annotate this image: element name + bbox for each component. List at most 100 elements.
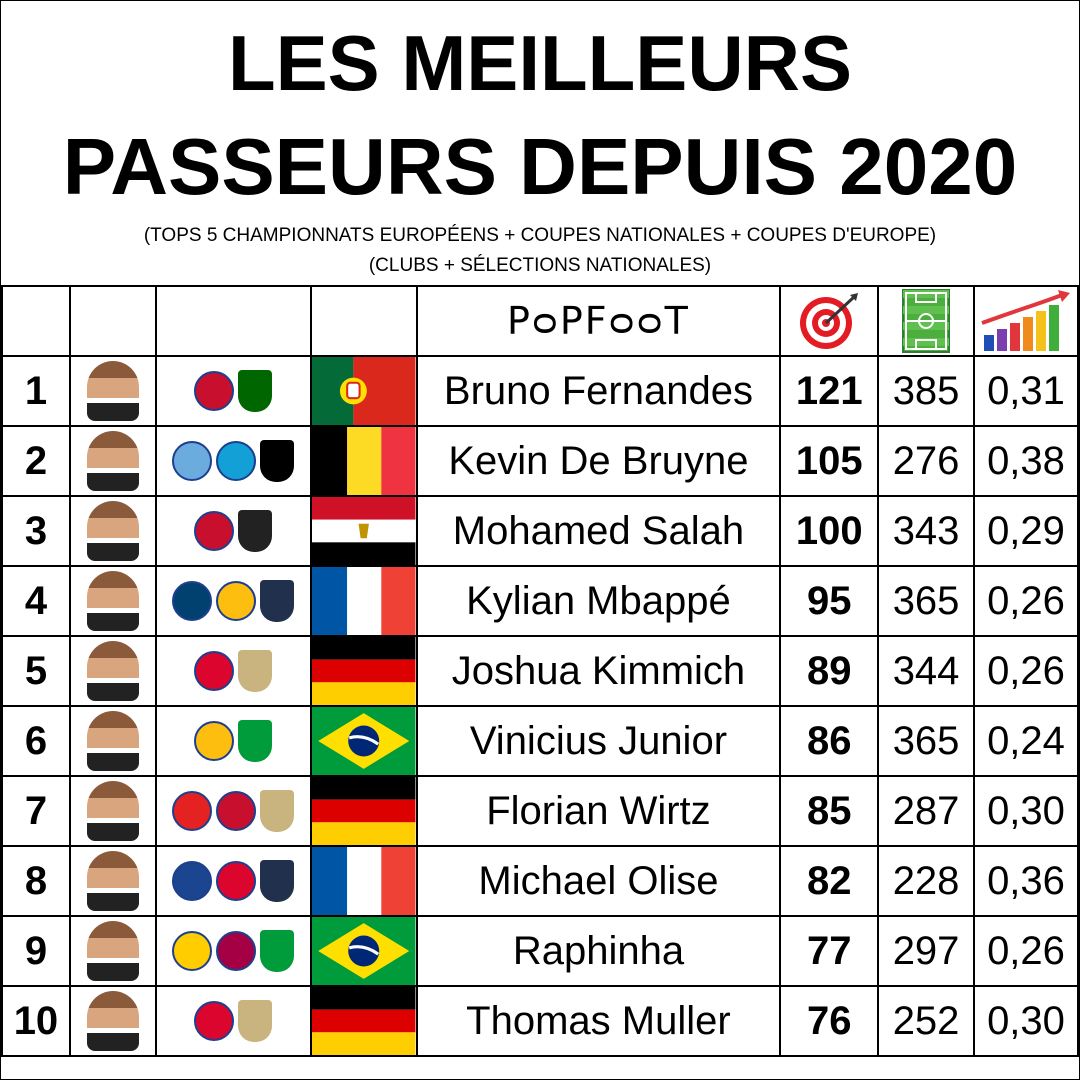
club-crest-icon [238, 650, 273, 692]
table-row: 1 Bruno Fernandes 121 385 0,31 [1, 355, 1080, 427]
player-name: Kevin De Bruyne [415, 425, 782, 497]
player-photo-cell [68, 495, 157, 567]
player-photo [86, 361, 139, 421]
player-photo-cell [68, 355, 157, 427]
country-flag-icon [313, 988, 415, 1054]
ratio-value: 0,29 [972, 495, 1080, 567]
club-crests-cell [154, 425, 313, 497]
club-crest-icon [216, 441, 257, 481]
assists-value: 89 [779, 635, 880, 707]
pitch-icon [902, 289, 951, 353]
matches-value: 344 [877, 635, 975, 707]
flag-cell [310, 845, 418, 917]
player-photo [86, 921, 139, 981]
club-crest-icon [260, 440, 295, 482]
player-photo [86, 501, 139, 561]
table-row: 9 Raphinha 77 297 0,26 [1, 915, 1080, 987]
title-block: LES MEILLEURS PASSEURS DEPUIS 2020 (TOPS… [1, 1, 1079, 285]
assists-value: 85 [779, 775, 880, 847]
target-icon [800, 293, 859, 349]
player-photo [86, 781, 139, 841]
rank-cell: 8 [1, 845, 71, 917]
club-crests-cell [154, 635, 313, 707]
matches-value: 365 [877, 565, 975, 637]
country-flag-icon [313, 848, 415, 914]
rank-cell: 4 [1, 565, 71, 637]
club-crest-icon [172, 931, 213, 971]
ratio-value: 0,31 [972, 355, 1080, 427]
header-rank-cell [1, 285, 71, 357]
player-photo-cell [68, 705, 157, 777]
player-photo-cell [68, 635, 157, 707]
club-crest-icon [194, 371, 235, 411]
header-flag-cell [310, 285, 418, 357]
club-crest-icon [216, 791, 257, 831]
player-name: Mohamed Salah [415, 495, 782, 567]
ratio-value: 0,26 [972, 635, 1080, 707]
table-row: 3 Mohamed Salah 100 343 0,29 [1, 495, 1080, 567]
club-crest-icon [172, 791, 213, 831]
country-flag-icon [313, 568, 415, 634]
ranking-table: PᴑPFᴑᴑT [1, 285, 1080, 1057]
assists-value: 121 [779, 355, 880, 427]
matches-value: 252 [877, 985, 975, 1057]
player-photo-cell [68, 985, 157, 1057]
header-matches-cell [877, 285, 975, 357]
table-row: 6 Vinicius Junior 86 365 0,24 [1, 705, 1080, 777]
flag-cell [310, 775, 418, 847]
assists-value: 100 [779, 495, 880, 567]
club-crest-icon [216, 581, 257, 621]
club-crest-icon [216, 861, 257, 901]
country-flag-icon [313, 708, 415, 774]
header-photo-cell [68, 285, 157, 357]
matches-value: 385 [877, 355, 975, 427]
club-crest-icon [194, 721, 235, 761]
ratio-value: 0,38 [972, 425, 1080, 497]
table-header: PᴑPFᴑᴑT [1, 285, 1080, 357]
rank-cell: 3 [1, 495, 71, 567]
matches-value: 365 [877, 705, 975, 777]
player-name: Vinicius Junior [415, 705, 782, 777]
player-photo [86, 991, 139, 1051]
matches-value: 287 [877, 775, 975, 847]
table-row: 4 Kylian Mbappé 95 365 0,26 [1, 565, 1080, 637]
club-crest-icon [260, 790, 295, 832]
flag-cell [310, 915, 418, 987]
ratio-value: 0,30 [972, 985, 1080, 1057]
club-crest-icon [194, 1001, 235, 1041]
flag-cell [310, 985, 418, 1057]
flag-cell [310, 565, 418, 637]
flag-cell [310, 705, 418, 777]
club-crests-cell [154, 355, 313, 427]
growth-chart-icon [981, 290, 1070, 351]
player-photo-cell [68, 915, 157, 987]
country-flag-icon [313, 498, 415, 564]
player-photo [86, 571, 139, 631]
table-row: 5 Joshua Kimmich 89 344 0,26 [1, 635, 1080, 707]
assists-value: 105 [779, 425, 880, 497]
matches-value: 228 [877, 845, 975, 917]
subtitle-line-2: (CLUBS + SÉLECTIONS NATIONALES) [368, 255, 712, 276]
player-photo [86, 851, 139, 911]
rank-cell: 5 [1, 635, 71, 707]
player-name: Bruno Fernandes [415, 355, 782, 427]
club-crest-icon [238, 720, 273, 762]
ratio-value: 0,26 [972, 565, 1080, 637]
club-crest-icon [238, 510, 273, 552]
club-crests-cell [154, 705, 313, 777]
assists-value: 77 [779, 915, 880, 987]
club-crest-icon [238, 370, 273, 412]
club-crest-icon [260, 860, 295, 902]
player-name: Kylian Mbappé [415, 565, 782, 637]
header-crest-cell [154, 285, 313, 357]
club-crest-icon [172, 441, 213, 481]
player-photo-cell [68, 565, 157, 637]
flag-cell [310, 425, 418, 497]
player-photo-cell [68, 775, 157, 847]
assists-value: 76 [779, 985, 880, 1057]
club-crest-icon [216, 931, 257, 971]
rank-cell: 10 [1, 985, 71, 1057]
assists-value: 86 [779, 705, 880, 777]
club-crest-icon [238, 1000, 273, 1042]
